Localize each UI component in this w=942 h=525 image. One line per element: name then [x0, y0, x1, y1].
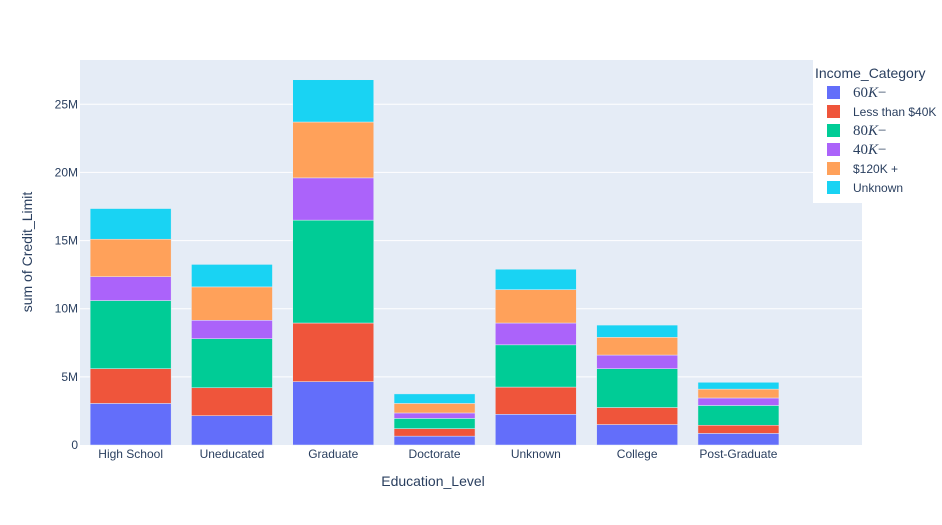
- bar-segment: [292, 79, 374, 123]
- x-tick-label: High School: [98, 447, 163, 461]
- legend-label: Unknown: [853, 181, 903, 195]
- bar-segment: [191, 387, 273, 416]
- bar-segment: [89, 276, 172, 301]
- x-tick-label: Graduate: [308, 447, 358, 461]
- bar-segment: [495, 386, 577, 415]
- bar-segment: [596, 368, 678, 408]
- bar-segment: [697, 405, 780, 426]
- bar-segment: [191, 338, 273, 389]
- bar-segment: [89, 208, 172, 240]
- bar-segment: [292, 219, 374, 324]
- legend-swatch: [827, 105, 840, 118]
- bar-segment: [495, 322, 577, 346]
- bar-segment: [292, 381, 374, 446]
- bar-segment: [292, 322, 374, 382]
- y-tick-label: 20M: [55, 165, 78, 179]
- legend-label: $120K +: [853, 162, 898, 176]
- legend-label: 40K−: [853, 142, 886, 158]
- y-tick-label: 15M: [55, 234, 78, 248]
- legend-items: 60K− Less than $40K 80K− 40K− $120K + Unknown: [827, 85, 936, 195]
- bar-segment: [191, 415, 273, 446]
- y-tick-label: 10M: [55, 302, 78, 316]
- bar-segment: [495, 344, 577, 388]
- legend-label: 60K−: [853, 85, 886, 101]
- bar-segment: [697, 397, 780, 406]
- bar-segment: [495, 289, 577, 324]
- legend-swatch: [827, 181, 840, 194]
- x-axis-title: Education_Level: [381, 473, 485, 489]
- bar-segment: [89, 238, 172, 277]
- bar-segment: [89, 403, 172, 446]
- bar-segment: [292, 121, 374, 179]
- bar-segment: [596, 354, 678, 369]
- legend-label: 80K−: [853, 123, 886, 139]
- bar-segment: [393, 412, 476, 419]
- bar-segment: [191, 264, 273, 288]
- legend-swatch: [827, 124, 840, 137]
- bar-segment: [191, 320, 273, 339]
- bar-segment: [697, 433, 780, 446]
- y-tick-label: 5M: [61, 370, 78, 384]
- bar-segment: [393, 418, 476, 429]
- legend-swatch: [827, 162, 840, 175]
- bar-segment: [292, 177, 374, 221]
- y-tick-label: 0: [71, 438, 78, 452]
- bar-segment: [596, 324, 678, 338]
- x-tick-label: Uneducated: [200, 447, 265, 461]
- legend-swatch: [827, 86, 840, 99]
- bar-segment: [393, 435, 476, 446]
- bars: [89, 79, 780, 446]
- x-axis-ticks: High School Uneducated Graduate Doctorate Un…: [98, 447, 778, 461]
- bar-segment: [191, 286, 273, 321]
- x-tick-label: Unknown: [511, 447, 561, 461]
- y-tick-label: 25M: [55, 97, 78, 111]
- x-tick-label: College: [617, 447, 658, 461]
- bar-segment: [393, 393, 476, 404]
- bar-segment: [393, 403, 476, 414]
- legend-swatch: [827, 143, 840, 156]
- bar-segment: [495, 268, 577, 290]
- bar-segment: [697, 382, 780, 390]
- legend: Income_Category 60K− Less than $40K 80K− 40…: [813, 60, 942, 203]
- y-axis-title: sum of Credit_Limit: [19, 192, 35, 313]
- bar-segment: [596, 407, 678, 425]
- y-axis-ticks: 0 5M 10M 15M 20M 25M: [55, 97, 79, 452]
- bar-segment: [393, 428, 476, 437]
- legend-title: Income_Category: [815, 65, 926, 81]
- bar-segment: [697, 424, 780, 434]
- x-tick-label: Post-Graduate: [699, 447, 777, 461]
- bar-segment: [697, 388, 780, 399]
- x-tick-label: Doctorate: [409, 447, 461, 461]
- legend-label: Less than $40K: [853, 105, 936, 119]
- bar-segment: [596, 424, 678, 446]
- bar-segment: [89, 300, 172, 369]
- bar-segment: [495, 414, 577, 446]
- bar-segment: [596, 337, 678, 356]
- bar-segment: [89, 368, 172, 404]
